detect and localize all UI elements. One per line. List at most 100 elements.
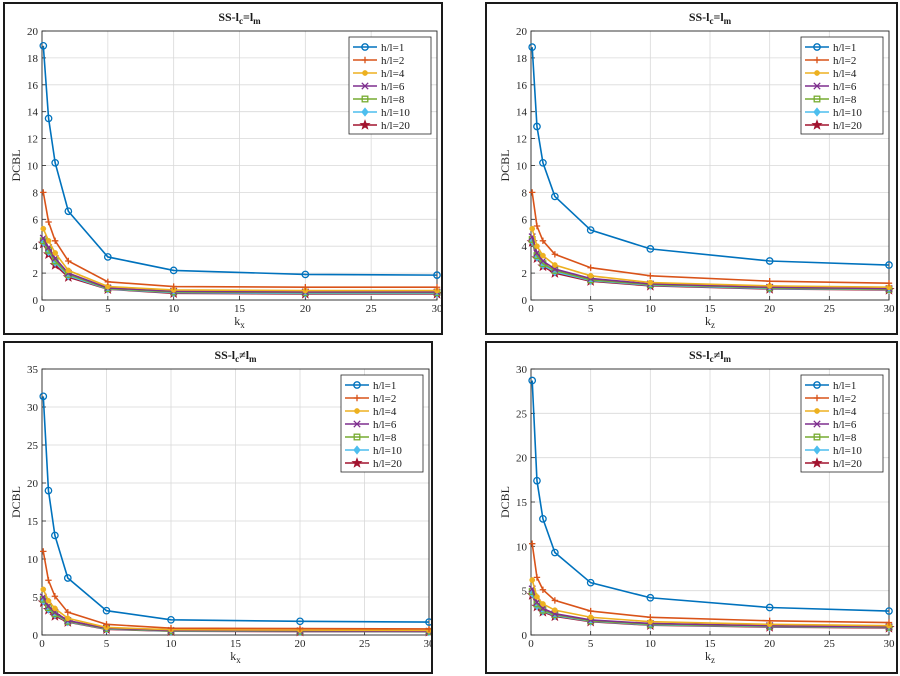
y-tick-label: 12 xyxy=(516,134,527,146)
data-point xyxy=(587,614,594,621)
data-point xyxy=(433,284,441,291)
x-tick-label: 0 xyxy=(39,638,45,650)
data-point xyxy=(296,625,304,632)
x-tick-label: 20 xyxy=(295,638,307,650)
y-tick-label: 30 xyxy=(27,402,39,414)
y-tick-label: 5 xyxy=(522,586,528,598)
data-point xyxy=(885,261,893,269)
data-point xyxy=(551,548,559,557)
data-point xyxy=(40,225,47,232)
y-tick-label: 35 xyxy=(27,364,39,376)
x-tick-label: 30 xyxy=(884,303,896,315)
y-tick-label: 14 xyxy=(27,107,39,119)
legend-marker xyxy=(361,56,369,64)
data-point xyxy=(647,272,654,279)
legend-label: h/l=4 xyxy=(381,68,405,80)
y-tick-label: 10 xyxy=(516,541,528,553)
data-point xyxy=(425,625,431,633)
y-tick-label: 10 xyxy=(516,161,528,173)
chart-title: SS-lc≠lm xyxy=(689,348,732,364)
data-point xyxy=(301,270,310,279)
data-point xyxy=(539,158,547,167)
data-point xyxy=(39,41,48,50)
data-point xyxy=(552,262,558,268)
data-point xyxy=(529,577,536,583)
y-tick-label: 12 xyxy=(27,134,38,146)
legend-label: h/l=2 xyxy=(833,393,856,405)
x-tick-label: 10 xyxy=(645,303,657,315)
data-point xyxy=(64,615,71,622)
chart-panel-bottom-right: 0 5 10 15 20 25 30 0 5 10 15 20 25 30 SS-lc≠lm kz DCBL h/… xyxy=(485,341,898,674)
data-point xyxy=(103,621,110,628)
x-tick-label: 5 xyxy=(104,638,110,650)
legend: h/l=1h/l=2h/l=4h/l=6h/l=8h/l=10h/l=20 xyxy=(340,374,424,473)
legend-marker xyxy=(813,107,821,117)
y-tick-label: 20 xyxy=(516,453,528,465)
y-tick-label: 4 xyxy=(522,241,528,253)
data-point xyxy=(51,593,59,600)
data-point xyxy=(40,586,47,593)
y-tick-label: 8 xyxy=(522,187,528,199)
data-point xyxy=(40,189,47,196)
data-point xyxy=(534,243,540,250)
data-point xyxy=(39,234,47,242)
chart-svg: 0 5 10 15 20 25 30 0 2 4 6 8 10 12 14 16 18 20 SS-lc=lm kx D… xyxy=(9,10,442,330)
data-point xyxy=(425,618,431,626)
data-point xyxy=(103,253,112,261)
x-tick-label: 15 xyxy=(234,303,246,315)
data-point xyxy=(765,603,774,612)
legend-marker xyxy=(813,420,821,428)
y-tick-label: 2 xyxy=(522,268,528,280)
data-point xyxy=(766,277,773,285)
x-tick-label: 5 xyxy=(588,638,594,650)
chart-title: SS-lc≠lm xyxy=(214,348,257,364)
legend-label: h/l=4 xyxy=(833,406,857,418)
legend-label: h/l=20 xyxy=(381,120,410,132)
legend-label: h/l=8 xyxy=(381,94,405,106)
y-tick-label: 15 xyxy=(27,516,39,528)
y-axis-label: DCBL xyxy=(498,486,512,518)
y-tick-label: 16 xyxy=(27,80,39,92)
data-point xyxy=(885,279,893,287)
data-point xyxy=(45,237,52,244)
legend-marker xyxy=(813,56,821,64)
legend-marker xyxy=(813,82,821,90)
data-point xyxy=(647,279,654,286)
legend-label: h/l=8 xyxy=(833,94,857,106)
chart-title: SS-lc=lm xyxy=(689,10,732,26)
data-point xyxy=(529,225,536,232)
chart-panel-top-right: 0 5 10 15 20 25 30 0 2 4 6 8 10 12 14 16 18 20 SS-lc=lm kz D… xyxy=(485,2,898,335)
legend-label: h/l=8 xyxy=(373,432,397,444)
y-tick-label: 5 xyxy=(33,592,39,604)
legend: h/l=1h/l=2h/l=4h/l=6h/l=8h/l=10h/l=20 xyxy=(348,36,432,135)
y-tick-label: 14 xyxy=(516,107,528,119)
y-axis-label: DCBL xyxy=(498,149,512,181)
legend: h/l=1h/l=2h/l=4h/l=6h/l=8h/l=10h/l=20 xyxy=(800,374,884,473)
y-tick-label: 20 xyxy=(27,26,39,38)
x-tick-label: 0 xyxy=(39,303,45,315)
legend-label: h/l=6 xyxy=(833,419,857,431)
legend-marker xyxy=(362,70,368,76)
legend-label: h/l=20 xyxy=(833,120,862,132)
data-point xyxy=(551,265,559,273)
legend-marker xyxy=(813,433,821,441)
data-point xyxy=(539,514,547,523)
data-point xyxy=(646,245,655,253)
data-point xyxy=(766,617,773,625)
x-tick-label: 10 xyxy=(168,303,180,315)
legend-label: h/l=10 xyxy=(381,107,410,119)
data-point xyxy=(52,250,59,256)
ticks: 0 5 10 15 20 25 30 0 5 10 15 20 25 30 xyxy=(516,364,895,650)
series-group xyxy=(37,41,441,299)
x-tick-label: 15 xyxy=(705,303,717,315)
legend-marker xyxy=(813,95,821,103)
x-tick-label: 30 xyxy=(432,303,442,315)
x-axis-label: kz xyxy=(705,314,715,330)
legend-label: h/l=10 xyxy=(833,107,862,119)
y-tick-label: 2 xyxy=(33,268,39,280)
x-tick-label: 30 xyxy=(424,638,432,650)
legend-label: h/l=20 xyxy=(373,458,402,470)
y-tick-label: 30 xyxy=(516,364,528,376)
legend-marker xyxy=(351,457,363,468)
data-point xyxy=(551,597,559,604)
